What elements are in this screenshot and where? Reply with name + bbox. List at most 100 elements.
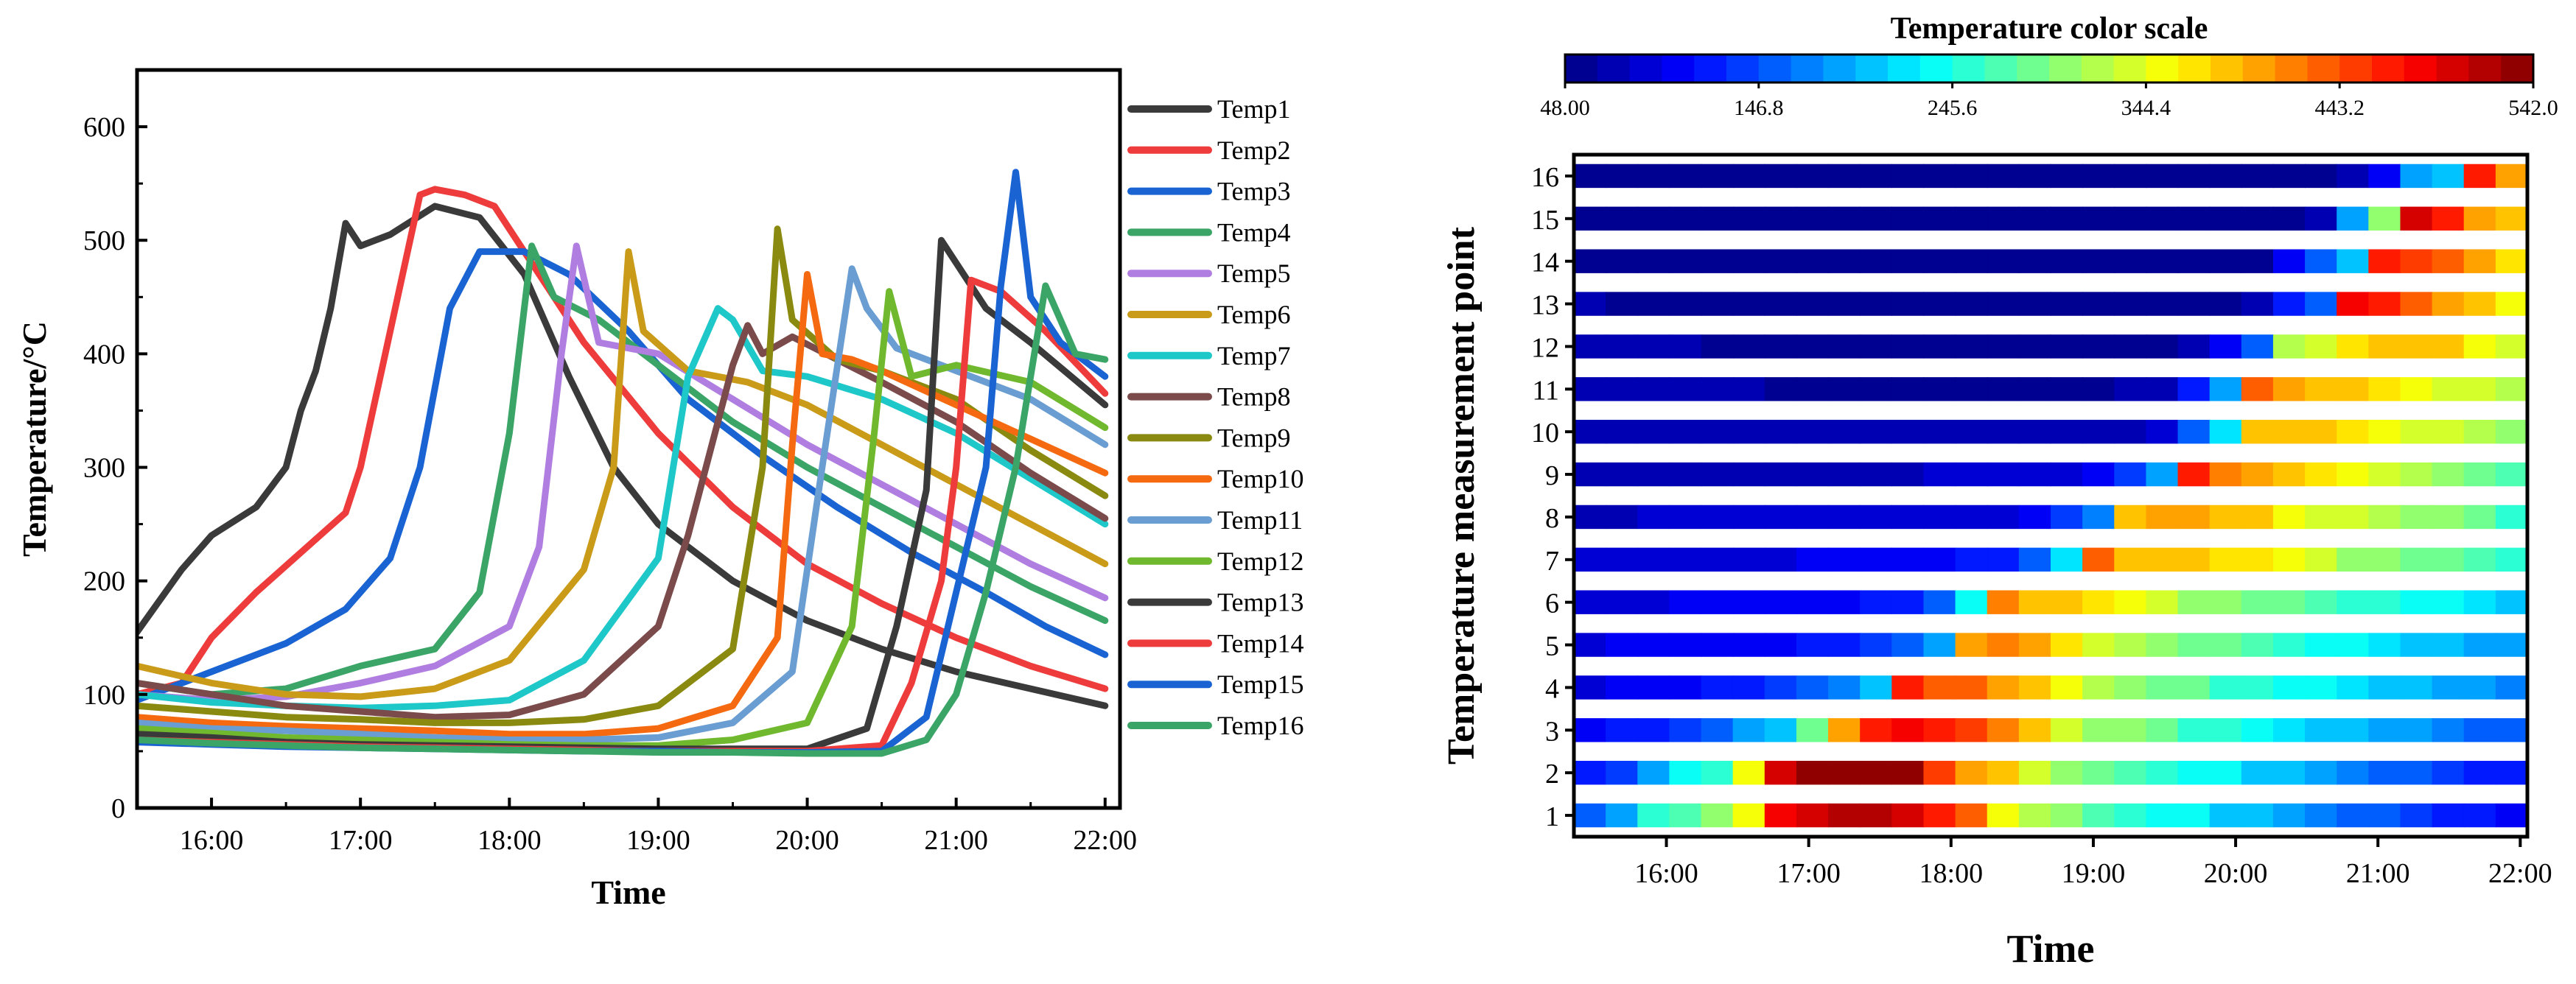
- heatmap-row-10: [1574, 419, 2528, 444]
- colorbar-level: [2339, 55, 2373, 82]
- heatmap-cell: [2337, 206, 2370, 231]
- heatmap-cell: [1764, 675, 1797, 700]
- x-tick-label: 19:00: [2062, 858, 2126, 889]
- y-tick-label: 7: [1545, 546, 1559, 577]
- heatmap-cell: [2368, 547, 2401, 572]
- heatmap-cell: [1701, 760, 1734, 785]
- heatmap-cell: [2018, 377, 2051, 401]
- heatmap-cell: [1669, 718, 1702, 742]
- heatmap-cell: [2241, 462, 2274, 487]
- heatmap-cell: [1828, 718, 1861, 742]
- heatmap-cell: [1796, 419, 1829, 444]
- heatmap-cell: [2495, 803, 2528, 828]
- heatmap-cell: [2495, 419, 2528, 444]
- heatmap-cell: [1669, 334, 1702, 359]
- heatmap-cell: [2082, 164, 2115, 189]
- heatmap-cell: [1955, 590, 1988, 614]
- heatmap-cell: [2337, 164, 2370, 189]
- heatmap-cell: [2495, 718, 2528, 742]
- heatmap-cell: [2209, 505, 2242, 530]
- colorbar-level: [1726, 55, 1760, 82]
- heatmap-cell: [2432, 462, 2465, 487]
- heatmap-cell: [2272, 675, 2306, 700]
- heatmap-cell: [2018, 803, 2051, 828]
- heatmap-cell: [1669, 249, 1702, 273]
- heatmap-cell: [2146, 462, 2179, 487]
- heatmap-cell: [2082, 206, 2115, 231]
- heatmap-cell: [2082, 547, 2115, 572]
- heatmap-cell: [2272, 462, 2306, 487]
- x-tick-label: 19:00: [626, 825, 690, 856]
- heatmap-cell: [1987, 633, 2020, 657]
- legend-label-temp16: Temp16: [1217, 711, 1303, 740]
- heatmap-row-8: [1574, 505, 2528, 530]
- heatmap-cell: [2272, 803, 2306, 828]
- heatmap-cell: [1606, 249, 1639, 273]
- heatmap-cell: [2495, 206, 2528, 231]
- heatmap-cell: [1764, 505, 1797, 530]
- heatmap-cell: [2305, 718, 2337, 742]
- heatmap-cell: [2177, 292, 2211, 316]
- colorbar-level: [2468, 55, 2502, 82]
- heatmap-cell: [2146, 377, 2179, 401]
- heatmap-cell: [1732, 164, 1765, 189]
- heatmap-cell: [1987, 590, 2020, 614]
- heatmap-cell: [1637, 547, 1670, 572]
- heatmap-cell: [1828, 590, 1861, 614]
- heatmap-cell: [1891, 633, 1925, 657]
- heatmap-cell: [2146, 419, 2179, 444]
- heatmap-cell: [1701, 206, 1734, 231]
- heatmap-cell: [1796, 377, 1829, 401]
- heatmap-cell: [2051, 164, 2083, 189]
- heatmap-cell: [1891, 760, 1925, 785]
- y-tick-label: 12: [1531, 332, 1559, 363]
- heatmap-cell: [2337, 675, 2370, 700]
- heatmap-cell: [2018, 505, 2051, 530]
- heatmap-cell: [2305, 462, 2337, 487]
- colorbar-level: [1823, 55, 1856, 82]
- heatmap-cell: [2018, 633, 2051, 657]
- heatmap-cell: [1987, 164, 2020, 189]
- colorbar-level: [1694, 55, 1727, 82]
- heatmap-cell: [1891, 803, 1925, 828]
- heatmap-cell: [2146, 164, 2179, 189]
- heatmap-cell: [1606, 462, 1639, 487]
- heatmap-cell: [2463, 803, 2496, 828]
- colorbar-title: Temperature color scale: [1891, 12, 2208, 46]
- heatmap-cell: [2177, 249, 2211, 273]
- heatmap-cell: [2400, 675, 2433, 700]
- heatmap-cell: [1860, 377, 1893, 401]
- heatmap-cell: [1891, 377, 1925, 401]
- heatmap-cell: [2146, 505, 2179, 530]
- heatmap-cell: [1923, 164, 1956, 189]
- heatmap-cell: [1828, 675, 1861, 700]
- heatmap-cell: [2177, 206, 2211, 231]
- heatmap-cell: [2337, 718, 2370, 742]
- heatmap-cell: [2272, 505, 2306, 530]
- heatmap-cell: [2082, 590, 2115, 614]
- heatmap-cell: [1860, 206, 1893, 231]
- heatmap-cell: [1574, 547, 1606, 572]
- heatmap-cell: [1669, 505, 1702, 530]
- heatmap-cell: [1987, 675, 2020, 700]
- heatmap-cell: [1637, 377, 1670, 401]
- heatmap-cell: [2463, 590, 2496, 614]
- heatmap-row-14: [1574, 249, 2528, 273]
- colorbar-level: [2146, 55, 2179, 82]
- heatmap-row-6: [1574, 590, 2528, 614]
- heatmap-cell: [2463, 675, 2496, 700]
- heatmap-cell: [2463, 249, 2496, 273]
- heatmap-cell: [2368, 760, 2401, 785]
- heatmap-cell: [2018, 419, 2051, 444]
- heatmap-cell: [2368, 377, 2401, 401]
- heatmap-cell: [1860, 249, 1893, 273]
- heatmap-cell: [1828, 760, 1861, 785]
- heatmap-cell: [1860, 547, 1893, 572]
- heatmap-cell: [2177, 377, 2211, 401]
- heatmap-cell: [2337, 419, 2370, 444]
- heatmap-cell: [2432, 334, 2465, 359]
- series-line-temp4: [137, 242, 1109, 698]
- heatmap-cell: [1860, 462, 1893, 487]
- heatmap-cell: [1987, 547, 2020, 572]
- heatmap-cell: [1732, 462, 1765, 487]
